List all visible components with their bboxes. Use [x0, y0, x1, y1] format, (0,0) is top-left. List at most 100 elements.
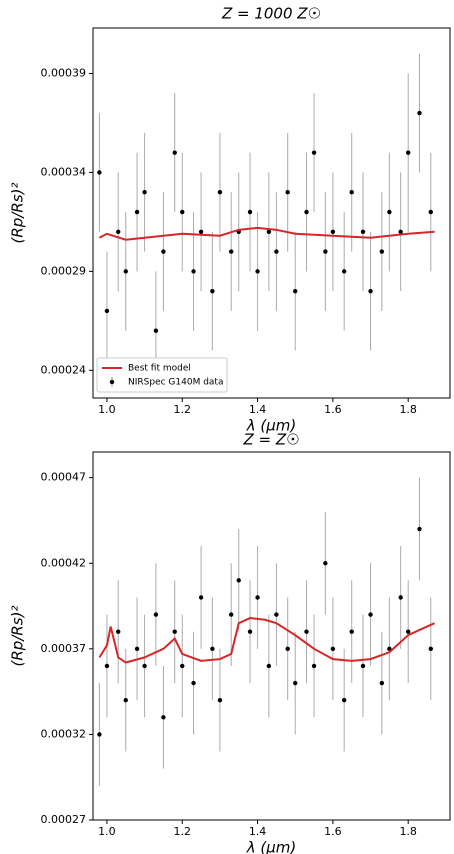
y-tick-label: 0.00032 [41, 727, 87, 740]
y-tick-label: 0.00047 [41, 471, 87, 484]
y-tick-label: 0.00029 [41, 264, 87, 277]
data-point [134, 209, 140, 215]
y-tick-label: 0.00039 [41, 67, 87, 80]
data-point [123, 269, 128, 274]
y-tick-label: 0.00034 [41, 165, 87, 178]
data-point [349, 190, 354, 195]
data-point [417, 526, 422, 532]
data-point [217, 190, 223, 195]
data-point [229, 612, 234, 617]
x-tick-label: 1.4 [249, 403, 267, 416]
data-point [368, 612, 373, 617]
data-point [191, 269, 196, 274]
data-point [360, 663, 366, 669]
x-tick-label: 1.8 [399, 403, 417, 416]
data-point [255, 269, 260, 274]
data-point [417, 110, 422, 116]
data-point [172, 629, 177, 634]
legend-swatch [109, 379, 115, 385]
data-point [304, 209, 309, 215]
legend-label: Best fit model [128, 364, 191, 374]
data-point [274, 249, 279, 254]
data-point [97, 732, 102, 737]
plot-frame [92, 27, 451, 399]
chart-title: Z = Z☉ [242, 431, 299, 449]
data-point [210, 646, 215, 652]
data-point [153, 612, 159, 617]
data-point [341, 269, 347, 274]
data-point [210, 288, 215, 294]
data-point [428, 209, 433, 215]
data-point [330, 646, 336, 652]
data-point [191, 680, 196, 686]
data-point [123, 697, 128, 703]
data-point [405, 629, 411, 634]
x-tick-label: 1.2 [174, 825, 192, 838]
data-point [180, 663, 185, 669]
legend-box [96, 357, 228, 393]
model-line [98, 617, 435, 664]
data-point [236, 578, 241, 583]
data-point [198, 229, 204, 234]
data-point [180, 209, 185, 215]
y-axis-label: (Rp/Rs)² [9, 183, 27, 244]
y-axis-label: (Rp/Rs)² [9, 606, 27, 667]
y-tick-label: 0.00027 [41, 813, 87, 826]
data-point [274, 612, 279, 617]
data-point [247, 209, 253, 215]
data-point [247, 629, 253, 634]
x-axis-label: λ (μm) [246, 417, 297, 435]
data-point [405, 150, 411, 155]
x-tick-label: 1.0 [98, 825, 116, 838]
data-point [104, 308, 110, 314]
x-tick-label: 1.6 [324, 403, 342, 416]
data-point [172, 150, 177, 155]
data-point [311, 150, 317, 155]
x-tick-label: 1.4 [249, 825, 267, 838]
data-point [368, 288, 373, 294]
data-point [360, 229, 366, 234]
data-point [161, 249, 166, 254]
data-point [198, 595, 204, 600]
data-point [285, 190, 290, 195]
y-tick-label: 0.00024 [41, 363, 87, 376]
data-point [428, 646, 433, 652]
data-point [153, 328, 159, 333]
data-point [387, 209, 392, 215]
data-point [398, 229, 403, 234]
data-point [341, 697, 347, 703]
data-point [379, 680, 385, 686]
x-tick-label: 1.6 [324, 825, 342, 838]
data-point [217, 697, 223, 703]
data-point [304, 629, 309, 634]
data-point [142, 190, 147, 195]
chart-title: Z = 1000 Z☉ [221, 5, 321, 23]
data-point [161, 715, 166, 720]
data-point [116, 229, 121, 234]
x-axis-label: λ (μm) [246, 839, 297, 854]
data-point [116, 629, 121, 634]
y-tick-label: 0.00037 [41, 642, 87, 655]
data-point [229, 249, 234, 254]
data-point [104, 663, 110, 669]
data-point [97, 170, 102, 175]
data-point [311, 663, 317, 669]
data-point [142, 663, 147, 669]
data-point [330, 229, 336, 234]
data-point [379, 249, 385, 254]
y-tick-label: 0.00042 [41, 556, 87, 569]
data-point [285, 646, 290, 652]
legend-label: NIRSpec G140M data [128, 378, 223, 388]
data-point [398, 595, 403, 600]
data-point [293, 288, 298, 294]
plot-frame [92, 451, 451, 821]
x-tick-label: 1.8 [399, 825, 417, 838]
data-point [266, 229, 272, 234]
data-point [349, 629, 354, 634]
model-line [98, 226, 435, 241]
data-point [255, 595, 260, 600]
data-point [293, 680, 298, 686]
x-tick-label: 1.0 [98, 403, 116, 416]
data-point [266, 663, 272, 669]
